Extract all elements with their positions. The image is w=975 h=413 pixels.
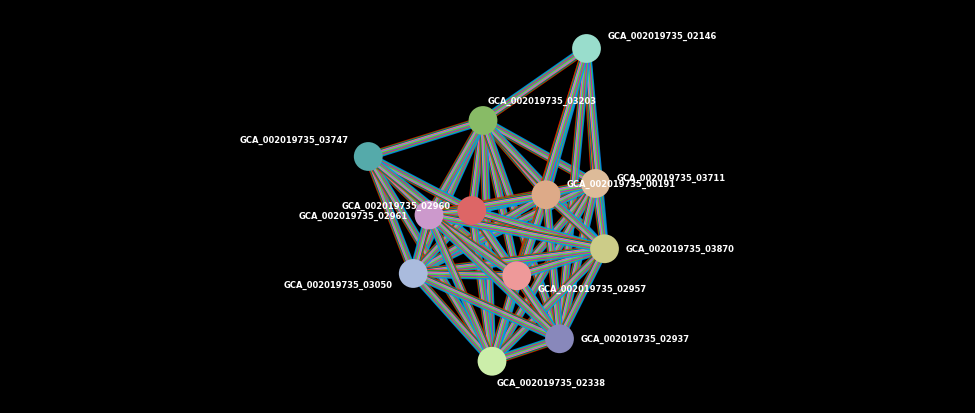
Text: GCA_002019735_03711: GCA_002019735_03711 (616, 173, 725, 182)
Text: GCA_002019735_03050: GCA_002019735_03050 (284, 280, 393, 290)
Circle shape (399, 259, 428, 288)
Circle shape (590, 235, 619, 263)
Text: GCA_002019735_02146: GCA_002019735_02146 (607, 32, 717, 41)
Circle shape (545, 325, 574, 353)
Circle shape (469, 107, 497, 135)
Circle shape (457, 197, 487, 225)
Text: GCA_002019735_02960: GCA_002019735_02960 (342, 201, 451, 210)
Text: GCA_002019735_03747: GCA_002019735_03747 (240, 135, 348, 145)
Text: GCA_002019735_00191: GCA_002019735_00191 (566, 180, 676, 189)
Text: GCA_002019735_03870: GCA_002019735_03870 (625, 244, 734, 254)
Text: GCA_002019735_02937: GCA_002019735_02937 (580, 335, 689, 344)
Circle shape (478, 347, 506, 376)
Circle shape (354, 143, 382, 171)
Circle shape (502, 262, 531, 290)
Circle shape (581, 170, 610, 198)
Circle shape (572, 35, 601, 64)
Text: GCA_002019735_02961: GCA_002019735_02961 (299, 211, 409, 220)
Text: GCA_002019735_03203: GCA_002019735_03203 (488, 97, 597, 106)
Circle shape (531, 181, 561, 210)
Text: GCA_002019735_02338: GCA_002019735_02338 (496, 377, 605, 387)
Circle shape (414, 201, 444, 230)
Text: GCA_002019735_02957: GCA_002019735_02957 (537, 284, 646, 293)
